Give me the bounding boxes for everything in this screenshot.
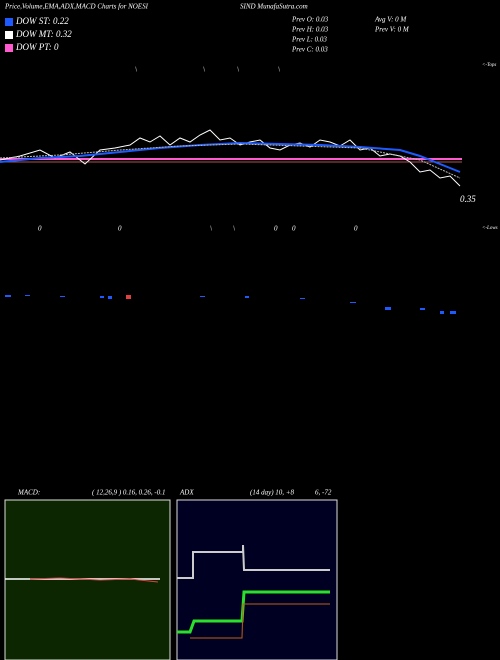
top-mark: \ bbox=[278, 66, 280, 74]
legend-entry: DOW MT: 0.32 bbox=[15, 29, 72, 39]
ema-short bbox=[0, 141, 461, 173]
volume-bar-red bbox=[126, 295, 131, 299]
macd-panel bbox=[4, 499, 171, 660]
prev-volume: Prev V: 0 M bbox=[374, 26, 410, 34]
top-mark: \ bbox=[203, 66, 205, 74]
macd-signal bbox=[29, 577, 159, 583]
adx-plus-di bbox=[177, 544, 330, 579]
legend-swatch bbox=[5, 44, 13, 52]
low-mark: \ bbox=[210, 225, 212, 233]
prev-low: Prev L: 0.03 bbox=[291, 36, 327, 44]
legend-swatch bbox=[5, 18, 13, 26]
low-mark: \ bbox=[233, 225, 235, 233]
title: Price,Volume,EMA,ADX,MACD Charts for NOE… bbox=[4, 3, 149, 11]
price-line bbox=[0, 129, 461, 187]
ema-long bbox=[0, 143, 461, 179]
legend-entry: DOW ST: 0.22 bbox=[15, 16, 69, 26]
adx-params: (14 day) 10, +8 bbox=[250, 489, 294, 497]
adx-panel bbox=[176, 499, 338, 660]
prev-high: Prev H: 0.03 bbox=[291, 26, 329, 34]
legend-entry: DOW PT: 0 bbox=[15, 42, 59, 52]
adx-extra: 6, -72 bbox=[315, 489, 332, 497]
low-mark: 0 bbox=[292, 225, 296, 233]
macd-label: MACD: bbox=[17, 489, 40, 497]
low-mark: 0 bbox=[274, 225, 278, 233]
top-mark: \ bbox=[135, 66, 137, 74]
site-name: SIND MunafaSutra.com bbox=[240, 3, 308, 11]
adx-line bbox=[177, 590, 330, 634]
lows-label: <-Lows bbox=[482, 226, 498, 231]
low-mark: 0 bbox=[38, 225, 42, 233]
low-mark: 0 bbox=[354, 225, 358, 233]
prev-open: Prev O: 0.03 bbox=[291, 16, 329, 24]
prev-close: Prev C: 0.03 bbox=[291, 46, 328, 54]
low-mark: 0 bbox=[118, 225, 122, 233]
avg-volume: Avg V: 0 M bbox=[374, 16, 407, 24]
tops-label: <-Tops bbox=[482, 63, 496, 68]
macd-params: ( 12,26,9 ) 0.16, 0.26, -0.1 bbox=[92, 489, 166, 497]
price-label: 0.35 bbox=[460, 194, 476, 204]
legend-swatch bbox=[5, 31, 13, 39]
top-mark: \ bbox=[237, 66, 239, 74]
volume-bars bbox=[5, 295, 456, 314]
adx-label: ADX bbox=[179, 489, 194, 497]
adx-minus-di bbox=[190, 603, 330, 639]
